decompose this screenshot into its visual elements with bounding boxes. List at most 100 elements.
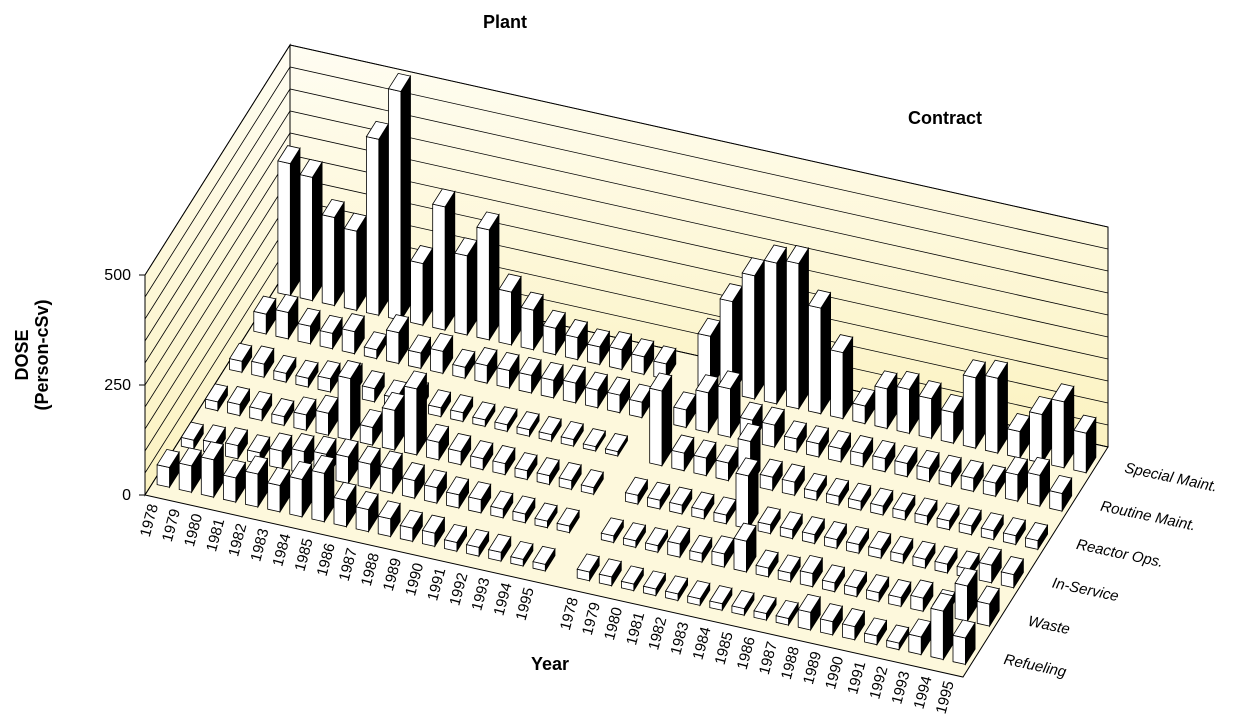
bar-top — [827, 430, 852, 450]
bar-top — [584, 371, 609, 391]
bar-front — [542, 324, 556, 356]
bar-top — [249, 390, 273, 410]
bar — [934, 545, 958, 575]
bar-top — [847, 482, 872, 502]
bar-side — [356, 214, 367, 312]
bar-top — [476, 211, 500, 231]
bar-side — [820, 291, 831, 416]
bar-top — [269, 432, 293, 452]
bar-front — [337, 375, 351, 441]
bar — [363, 331, 388, 360]
grid-line — [144, 44, 1109, 276]
bar — [178, 447, 202, 494]
bar-front — [343, 228, 358, 311]
bar-top — [311, 454, 335, 474]
bar-top — [253, 295, 277, 315]
bar — [476, 211, 500, 342]
bar-top — [644, 527, 669, 547]
bar — [914, 497, 938, 527]
bar — [823, 521, 848, 550]
row-label: Routine Maint. — [1099, 498, 1197, 535]
bar-top — [843, 569, 868, 589]
bar-top — [642, 570, 667, 590]
bar-front — [267, 482, 281, 513]
bar — [472, 401, 496, 428]
bar-front — [763, 259, 778, 405]
bar-top — [890, 535, 914, 555]
bar — [251, 345, 275, 379]
bar — [717, 370, 741, 439]
bar-front — [341, 328, 356, 355]
bar-top — [355, 491, 379, 511]
bar-top — [558, 462, 582, 482]
bar-front — [299, 174, 313, 302]
x-tick-label: 1993 — [469, 576, 494, 613]
bar-front — [359, 424, 374, 446]
bar — [1024, 522, 1049, 551]
bar — [244, 455, 269, 509]
bar — [381, 391, 406, 452]
bar — [311, 454, 335, 524]
bar — [465, 528, 490, 558]
bar-top — [421, 514, 446, 534]
bar-top — [289, 460, 313, 480]
bar — [271, 398, 295, 427]
bar-front — [565, 334, 579, 361]
bar-top — [960, 459, 984, 479]
bar — [494, 406, 518, 433]
bar — [863, 617, 888, 647]
bar-top — [156, 448, 180, 468]
bar-top — [910, 579, 934, 599]
bar-front — [852, 402, 866, 425]
bar-side — [289, 146, 301, 298]
group-label: Contract — [908, 108, 982, 128]
bar — [631, 338, 655, 376]
bar-top — [1024, 522, 1049, 542]
bar-top — [337, 360, 361, 380]
bar — [317, 360, 341, 394]
bar-top — [775, 599, 799, 619]
bar — [821, 564, 846, 594]
bar-top — [492, 445, 516, 465]
bar-front — [607, 391, 621, 414]
bar — [825, 477, 850, 507]
bar-top — [785, 245, 810, 265]
bar-front — [297, 323, 311, 345]
bar-front — [631, 353, 645, 375]
bar-front — [430, 348, 444, 374]
bar — [512, 495, 536, 525]
bar — [564, 319, 589, 361]
bar-top — [980, 512, 1004, 532]
bar-top — [494, 406, 518, 426]
bar-front — [403, 385, 418, 456]
bar — [447, 433, 472, 467]
bar-front — [761, 421, 775, 448]
bar — [894, 444, 918, 479]
bar — [498, 273, 522, 347]
bar-top — [763, 244, 788, 264]
bar — [253, 295, 277, 336]
x-tick-label: 1989 — [380, 556, 405, 593]
bar-front — [277, 160, 291, 297]
bar-front — [741, 272, 755, 400]
bar-top — [930, 592, 954, 612]
bar-top — [562, 364, 586, 384]
bar-top — [695, 374, 719, 394]
x-tick-label: 1986 — [734, 635, 759, 672]
bar-front — [379, 465, 394, 494]
bar-side — [400, 74, 411, 322]
bar — [693, 439, 717, 477]
bar — [267, 466, 291, 514]
bar-top — [604, 433, 629, 453]
bar-front — [940, 409, 954, 444]
bar-front — [496, 367, 510, 389]
bar-top — [379, 450, 403, 470]
bar-top — [620, 565, 645, 585]
x-tick-label: 1993 — [889, 669, 914, 706]
bar-front — [335, 453, 349, 484]
bar — [779, 511, 803, 540]
bar-front — [1073, 429, 1087, 474]
bar — [470, 440, 494, 472]
x-tick-label: 1988 — [778, 645, 803, 682]
